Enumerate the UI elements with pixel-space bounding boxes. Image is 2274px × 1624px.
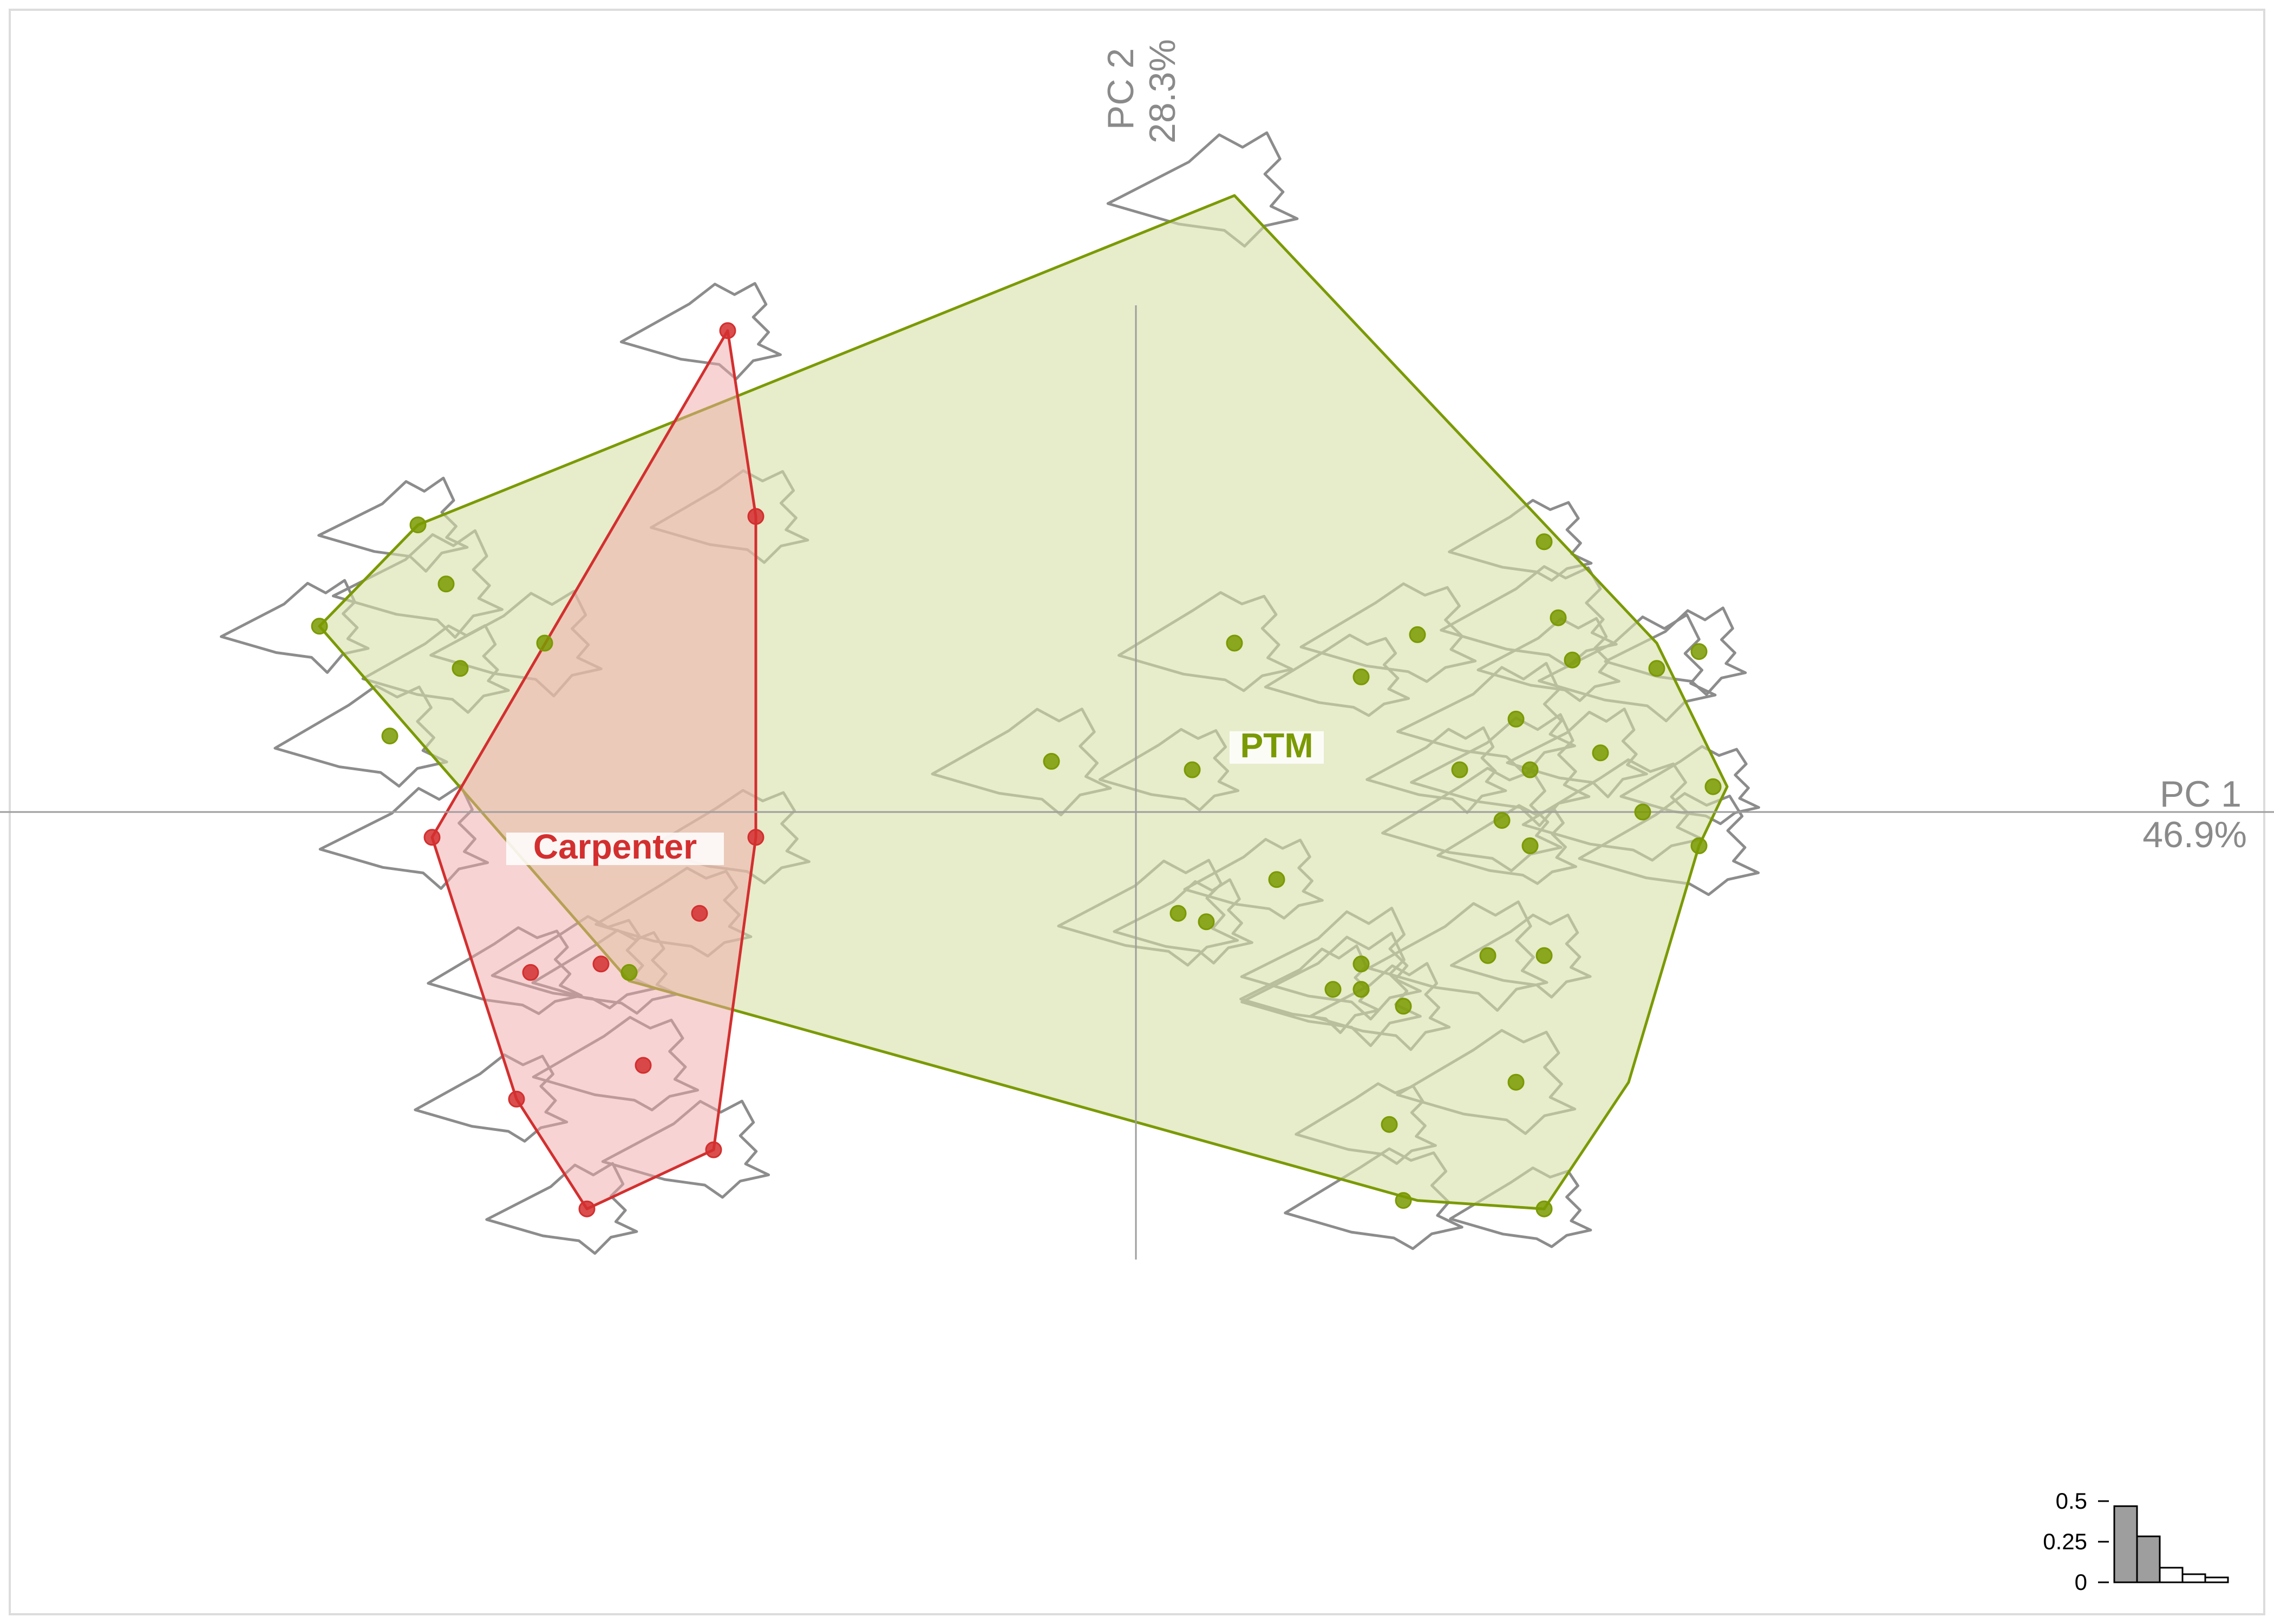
ptm-point bbox=[1043, 752, 1060, 770]
ptm-point bbox=[1479, 947, 1497, 964]
ptm-point bbox=[536, 634, 553, 652]
pc1-axis-title: PC 1 bbox=[2160, 774, 2242, 815]
carpenter-point bbox=[719, 322, 736, 339]
ptm-point bbox=[1226, 634, 1243, 652]
pc1-variance-label: 46.9% bbox=[2142, 814, 2247, 855]
ptm-point bbox=[1409, 626, 1426, 643]
ptm-point bbox=[1451, 761, 1468, 778]
carpenter-hull bbox=[430, 329, 757, 1210]
carpenter-point bbox=[423, 829, 441, 846]
data-points bbox=[311, 322, 1722, 1217]
ptm-point bbox=[1395, 998, 1412, 1015]
ptm-point bbox=[1634, 803, 1651, 821]
ptm-point bbox=[1550, 609, 1567, 626]
group-label-ptm: PTM bbox=[1240, 726, 1313, 765]
scree-bar bbox=[2204, 1576, 2229, 1583]
scree-tick-label: 0.25 bbox=[2043, 1529, 2087, 1554]
ptm-point bbox=[1324, 981, 1342, 998]
ptm-point bbox=[1648, 660, 1665, 677]
ptm-point bbox=[1690, 643, 1708, 660]
carpenter-point bbox=[747, 508, 764, 525]
group-labels: Carpenter PTM bbox=[506, 726, 1324, 866]
carpenter-point bbox=[705, 1141, 722, 1158]
specimen-outline bbox=[1604, 606, 1747, 696]
specimen-outline bbox=[619, 282, 782, 381]
ptm-point bbox=[311, 618, 328, 635]
carpenter-point bbox=[522, 964, 539, 981]
ptm-point bbox=[1690, 837, 1708, 854]
ptm-point bbox=[1535, 1200, 1553, 1217]
ptm-point bbox=[1352, 668, 1370, 685]
ptm-point bbox=[1535, 947, 1553, 964]
carpenter-point bbox=[592, 955, 610, 973]
ptm-point bbox=[1535, 533, 1553, 551]
carpenter-point bbox=[635, 1057, 652, 1074]
ptm-point bbox=[1521, 837, 1539, 854]
eigenvalue-scree-inset: 0.5 0.25 0 bbox=[2043, 1488, 2229, 1595]
ptm-point bbox=[1184, 761, 1201, 778]
carpenter-point bbox=[508, 1090, 525, 1108]
carpenter-point bbox=[691, 905, 708, 922]
ptm-point bbox=[1268, 871, 1285, 888]
scree-tick-label: 0 bbox=[2075, 1569, 2087, 1595]
ptm-point bbox=[409, 516, 427, 534]
carpenter-point bbox=[578, 1200, 596, 1217]
group-hulls bbox=[318, 194, 1729, 1210]
group-label-carpenter: Carpenter bbox=[533, 827, 697, 866]
pc2-variance-label: 28.3% bbox=[1142, 39, 1183, 143]
scree-bar bbox=[2136, 1535, 2161, 1583]
ptm-point bbox=[1381, 1116, 1398, 1133]
group-label-backing bbox=[1230, 731, 1324, 764]
ptm-point bbox=[1592, 744, 1609, 762]
pc-axes bbox=[0, 305, 2274, 1260]
ptm-point bbox=[1169, 905, 1187, 922]
ptm-point bbox=[1564, 651, 1581, 669]
ptm-point bbox=[1704, 778, 1722, 795]
ptm-point bbox=[1507, 1073, 1525, 1091]
carpenter-point bbox=[747, 829, 764, 846]
group-label-backing bbox=[506, 833, 724, 865]
ptm-point bbox=[620, 964, 638, 981]
ptm-point bbox=[437, 575, 455, 593]
pc2-axis-title: PC 2 bbox=[1100, 48, 1141, 130]
ptm-point bbox=[1521, 761, 1539, 778]
ptm-point bbox=[1352, 955, 1370, 973]
ptm-point bbox=[452, 660, 469, 677]
ptm-point bbox=[1507, 710, 1525, 728]
ptm-point bbox=[1493, 812, 1511, 829]
ptm-point bbox=[1395, 1192, 1412, 1209]
scree-tick-label: 0.5 bbox=[2056, 1488, 2087, 1514]
scree-bar bbox=[2113, 1505, 2138, 1583]
scree-bar bbox=[2181, 1573, 2206, 1583]
ptm-point bbox=[381, 728, 398, 745]
ptm-point bbox=[1352, 981, 1370, 998]
scree-bar bbox=[2159, 1567, 2184, 1583]
ptm-point bbox=[1198, 913, 1215, 931]
